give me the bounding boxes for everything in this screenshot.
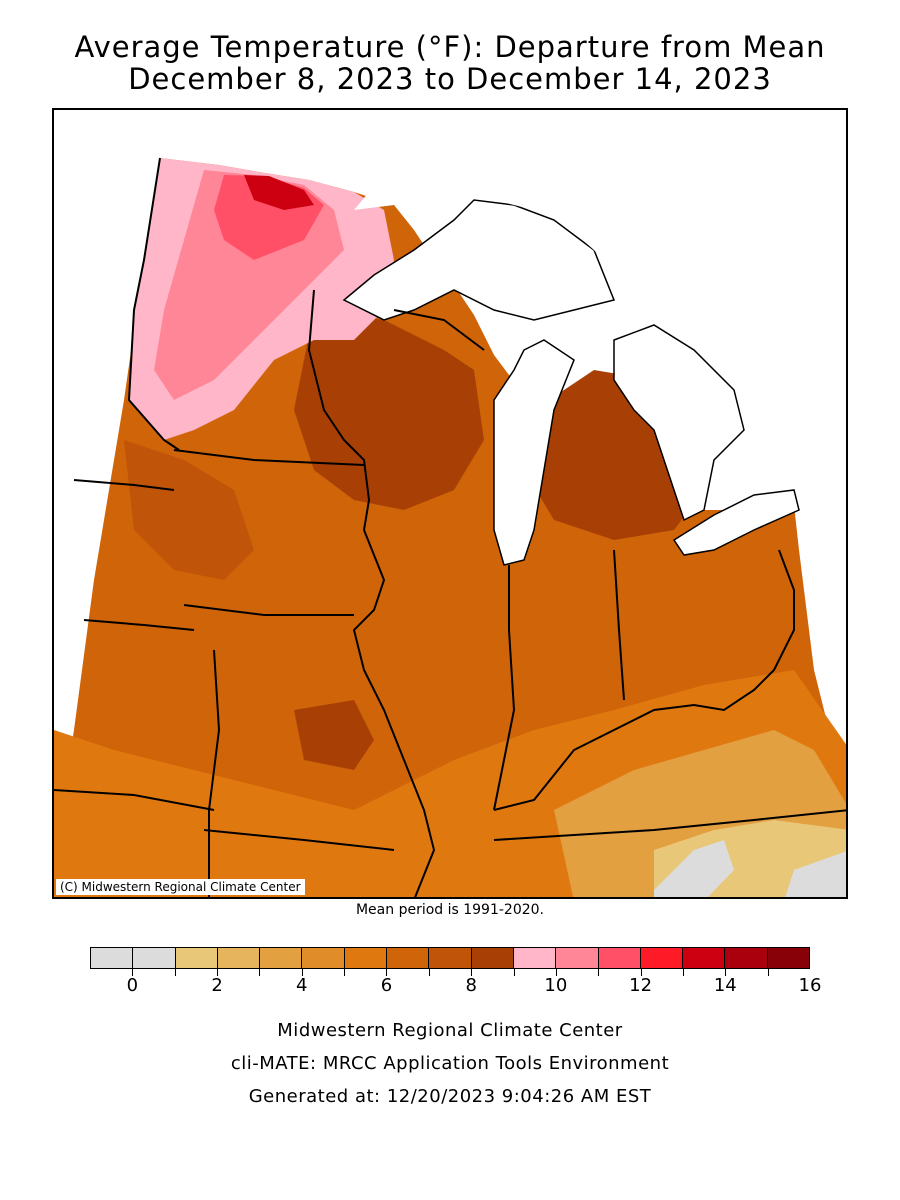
map-dark-west <box>124 440 254 580</box>
legend-swatch-4 <box>260 948 303 968</box>
map-dark-red-core <box>244 175 314 210</box>
legend-swatch-6 <box>344 948 388 968</box>
legend-tick <box>555 969 557 976</box>
lake-michigan <box>493 339 575 566</box>
legend-swatch-2 <box>175 948 218 968</box>
map-near-normal <box>654 840 734 897</box>
legend-tick <box>174 969 176 976</box>
legend-tick <box>428 969 430 976</box>
legend-swatch-14 <box>683 948 726 968</box>
legend-color-bar <box>90 947 810 969</box>
border-kentucky-south <box>493 809 846 841</box>
legend-swatch-16 <box>767 948 810 968</box>
map-dark-wisconsin <box>294 310 484 510</box>
legend-swatch-3 <box>217 948 261 968</box>
border-dakota <box>73 479 175 491</box>
copyright-label: (C) Midwestern Regional Climate Center <box>56 879 305 895</box>
legend-label: 4 <box>296 975 308 996</box>
legend-tick <box>640 969 642 976</box>
legend-ticks <box>90 969 810 977</box>
border-mn-east <box>307 289 371 531</box>
border-iowa-north <box>173 449 365 466</box>
legend-tick <box>513 969 515 976</box>
lake-superior <box>342 199 616 321</box>
legend-swatch-1 <box>133 948 176 968</box>
legend-swatch-10 <box>513 948 557 968</box>
legend-tick <box>767 969 769 976</box>
legend-tick <box>682 969 684 976</box>
legend-label: 10 <box>544 975 568 996</box>
border-wi-mi <box>393 309 485 351</box>
border-nebraska <box>83 619 195 631</box>
legend-tick <box>386 969 388 976</box>
map-dark-illinois <box>294 700 374 770</box>
legend-label: 14 <box>713 975 737 996</box>
mean-period-note: Mean period is 1991-2020. <box>355 902 545 918</box>
legend-tick <box>598 969 600 976</box>
legend-swatch-15 <box>725 948 768 968</box>
map-title: Average Temperature (°F): Departure from… <box>74 30 826 64</box>
legend-swatch-5 <box>302 948 345 968</box>
border-kansas <box>54 789 215 811</box>
legend-swatch-8 <box>429 948 472 968</box>
legend-label: 2 <box>211 975 223 996</box>
border-illinois-east <box>493 565 516 811</box>
lake-huron <box>613 324 745 522</box>
border-ohio-river <box>493 549 795 811</box>
legend-label: 16 <box>798 975 822 996</box>
border-minnesota <box>127 157 180 451</box>
footer-generated: Generated at: 12/20/2023 9:04:26 AM EST <box>248 1086 652 1107</box>
legend-tick <box>471 969 473 976</box>
map-near-normal-east <box>785 851 846 897</box>
legend-swatch-7 <box>387 948 430 968</box>
legend-tick <box>344 969 346 976</box>
legend-label: 8 <box>465 975 477 996</box>
border-missouri-south <box>203 829 395 851</box>
border-missouri-north <box>183 604 354 616</box>
ontario-canada-area <box>354 125 799 410</box>
footer-organization: Midwestern Regional Climate Center <box>277 1020 623 1041</box>
legend-tick <box>259 969 261 976</box>
legend-swatch-0 <box>91 948 134 968</box>
legend-tick <box>725 969 727 976</box>
map-date-range: December 8, 2023 to December 14, 2023 <box>128 62 772 96</box>
legend-label: 6 <box>380 975 393 996</box>
legend-swatch-13 <box>640 948 684 968</box>
border-illinois-west <box>352 529 436 897</box>
border-missouri-west <box>208 649 221 897</box>
legend-tick <box>217 969 219 976</box>
legend-swatch-11 <box>556 948 599 968</box>
map-graphic <box>54 125 846 897</box>
legend-swatch-9 <box>471 948 514 968</box>
legend-swatch-12 <box>598 948 641 968</box>
legend-tick <box>301 969 303 976</box>
map-panel: (C) Midwestern Regional Climate Center <box>52 108 848 899</box>
legend-label: 0 <box>126 975 139 996</box>
border-indiana-east <box>613 549 625 701</box>
legend-label: 12 <box>629 975 653 996</box>
lake-erie <box>672 489 800 556</box>
footer-tool: cli-MATE: MRCC Application Tools Environ… <box>230 1053 670 1074</box>
legend-tick <box>132 969 134 976</box>
